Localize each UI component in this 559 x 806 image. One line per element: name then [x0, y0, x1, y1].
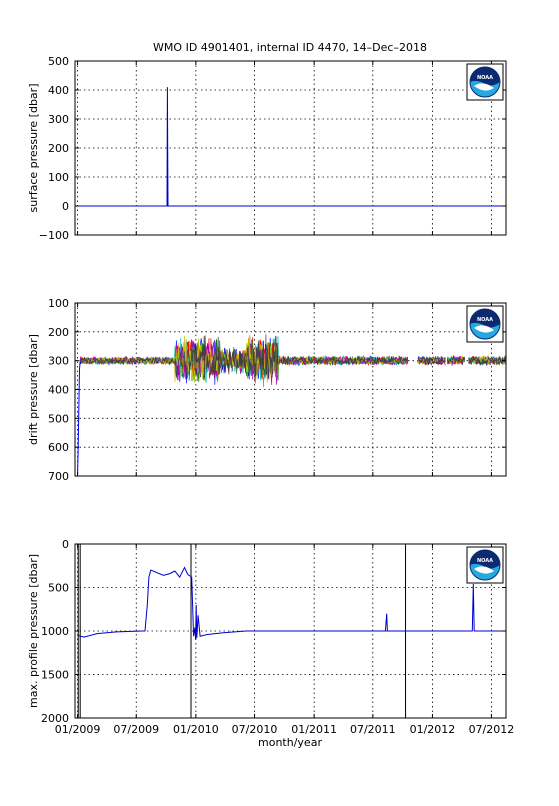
drift-pressure-panel: 100 200 300 400 500 600 700 drift pressure [db… — [27, 297, 507, 483]
logo-gull — [474, 566, 494, 574]
y-tick-label: 2000 — [41, 712, 69, 725]
max-profile-pressure-panel: 01/2009 07/2009 01/2010 07/2010 01/2011 07/20… — [27, 538, 514, 736]
logo-gull — [474, 83, 494, 91]
y-tick-label: 0 — [62, 200, 69, 213]
x-tick-label: 07/2011 — [350, 723, 396, 736]
plot-area — [77, 334, 506, 474]
surface-pressure-panel: 500 400 300 200 100 0 −100 surface pressure [d… — [27, 55, 507, 242]
noaa-logo: NOAA — [466, 305, 504, 343]
y-tick-label: 400 — [48, 84, 69, 97]
x-tick-label: 07/2012 — [469, 723, 515, 736]
data-series-line — [75, 87, 506, 207]
y-tick-label: 400 — [48, 384, 69, 397]
logo-text: NOAA — [477, 75, 493, 81]
y-tick-label: 300 — [48, 355, 69, 368]
y-axis-label: drift pressure [dbar] — [27, 334, 40, 445]
x-tick-label: 07/2009 — [113, 723, 159, 736]
x-axis-label: month/year — [258, 736, 322, 749]
y-tick-label: 700 — [48, 470, 69, 483]
y-tick-label: 200 — [48, 142, 69, 155]
x-tick-label: 07/2010 — [232, 723, 278, 736]
y-tick-label: 600 — [48, 441, 69, 454]
y-tick-label: 100 — [48, 297, 69, 310]
y-tick-label: 500 — [48, 582, 69, 595]
axes-frame — [74, 302, 507, 477]
tick-marks: 500 400 300 200 100 0 −100 — [39, 55, 506, 242]
noaa-logo: NOAA — [466, 546, 504, 584]
y-tick-label: 500 — [48, 412, 69, 425]
data-series-line — [77, 566, 506, 640]
logo-text: NOAA — [477, 317, 493, 323]
x-tick-label: 01/2009 — [55, 723, 101, 736]
figure-title: WMO ID 4901401, internal ID 4470, 14–Dec… — [153, 41, 427, 54]
y-tick-label: 1500 — [41, 669, 69, 682]
drift-series-line — [79, 334, 506, 381]
tick-marks: 01/2009 07/2009 01/2010 07/2010 01/2011 07/20… — [41, 538, 514, 736]
x-tick-label: 01/2010 — [173, 723, 219, 736]
x-tick-label: 01/2012 — [410, 723, 456, 736]
y-tick-label: 0 — [62, 538, 69, 551]
logo-text: NOAA — [477, 558, 493, 564]
logo-top-half — [470, 67, 500, 86]
logo-top-half — [470, 309, 500, 328]
logo-top-half — [470, 550, 500, 569]
plot-area — [75, 87, 506, 207]
axes-frame — [74, 60, 507, 236]
y-tick-label: 300 — [48, 113, 69, 126]
plot-area — [77, 544, 506, 718]
noaa-logo: NOAA — [466, 63, 504, 101]
y-tick-label: 200 — [48, 326, 69, 339]
x-tick-label: 01/2011 — [291, 723, 337, 736]
drift-series-line — [79, 335, 506, 383]
y-axis-label: surface pressure [dbar] — [27, 84, 40, 213]
tick-marks: 100 200 300 400 500 600 700 — [48, 297, 506, 483]
logo-gull — [474, 325, 494, 333]
y-tick-label: −100 — [39, 229, 69, 242]
grid-lines — [75, 60, 506, 236]
descent-line — [77, 360, 81, 474]
y-axis-label: max. profile pressure [dbar] — [27, 554, 40, 708]
y-tick-label: 500 — [48, 55, 69, 68]
y-tick-label: 100 — [48, 171, 69, 184]
y-tick-label: 1000 — [41, 625, 69, 638]
grid-lines — [75, 302, 506, 477]
